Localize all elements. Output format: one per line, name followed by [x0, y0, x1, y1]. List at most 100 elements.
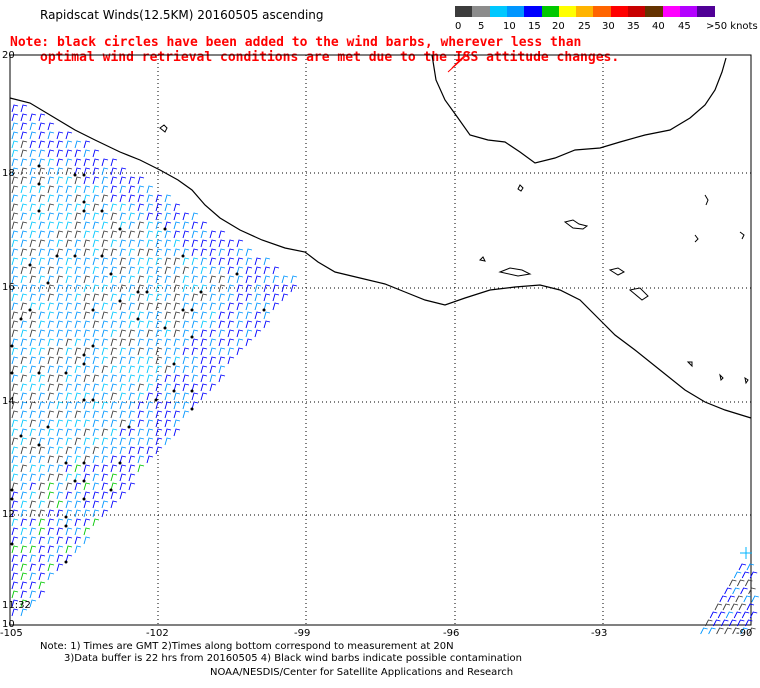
legend-swatch [489, 6, 508, 17]
wind-barb [56, 545, 64, 554]
wind-barb [164, 365, 172, 374]
wind-barb [47, 365, 55, 374]
wind-barb [20, 563, 28, 572]
wind-barb [74, 239, 82, 248]
wind-barb [11, 455, 19, 464]
wind-barb [56, 275, 64, 284]
wind-barb [29, 221, 37, 230]
wind-barb [218, 230, 226, 239]
wind-barb [11, 527, 19, 536]
wind-barb [200, 248, 208, 257]
wind-barb [38, 581, 46, 590]
wind-barb [83, 464, 91, 473]
wind-barb [101, 455, 109, 464]
wind-barb [56, 491, 64, 500]
wind-barb [56, 419, 64, 428]
wind-barb [47, 482, 55, 491]
wind-barb [236, 347, 244, 356]
wind-barb [74, 158, 82, 167]
wind-barb [20, 401, 28, 410]
wind-barb [38, 563, 46, 572]
wind-barb [110, 221, 118, 230]
wind-barb [38, 392, 46, 401]
wind-barb [101, 473, 109, 482]
wind-barb [83, 437, 91, 446]
legend-label: 45 [678, 21, 691, 32]
wind-barb [146, 320, 154, 329]
wind-barb [245, 338, 253, 347]
wind-barb [38, 122, 46, 131]
wind-barb [191, 365, 199, 374]
wind-barb [83, 455, 91, 464]
wind-barb [83, 149, 91, 158]
wind-barb [155, 437, 163, 446]
wind-barb [110, 248, 118, 257]
wind-barb [83, 167, 91, 176]
wind-barb [29, 581, 37, 590]
wind-barb [29, 374, 37, 383]
wind-barb [92, 518, 100, 527]
wind-barb [65, 392, 73, 401]
wind-barb [182, 356, 190, 365]
wind-barb [700, 627, 708, 635]
wind-barb [38, 266, 46, 275]
wind-barb [74, 545, 82, 554]
wind-barb [74, 527, 82, 536]
wind-barb [83, 383, 91, 392]
wind-barb [11, 581, 19, 590]
wind-barb [119, 248, 127, 257]
wind-barb [110, 491, 118, 500]
wind-barb [74, 275, 82, 284]
wind-barb [74, 329, 82, 338]
contamination-dot [82, 461, 86, 465]
wind-barb [92, 149, 100, 158]
wind-barb [263, 257, 271, 266]
wind-barb [47, 230, 55, 239]
wind-barb [20, 167, 28, 176]
wind-barb [56, 284, 64, 293]
wind-barb [47, 356, 55, 365]
wind-barb [164, 320, 172, 329]
wind-barb [200, 347, 208, 356]
wind-barb [83, 194, 91, 203]
wind-barb [83, 311, 91, 320]
wind-barb [65, 239, 73, 248]
wind-barb [20, 509, 28, 518]
wind-barb [38, 284, 46, 293]
wind-barb [137, 464, 145, 473]
contamination-dot [10, 497, 14, 501]
wind-barb [74, 185, 82, 194]
wind-barb [11, 608, 19, 617]
wind-barb [254, 293, 262, 302]
wind-barb [727, 595, 735, 603]
wind-barb [74, 284, 82, 293]
wind-barb [74, 446, 82, 455]
wind-barb [119, 275, 127, 284]
wind-barb [11, 365, 19, 374]
wind-barb [38, 167, 46, 176]
wind-barb [65, 500, 73, 509]
wind-barb [137, 446, 145, 455]
wind-barb [200, 392, 208, 401]
wind-barb [110, 428, 118, 437]
wind-barb [191, 230, 199, 239]
wind-barb [101, 275, 109, 284]
wind-barb [65, 491, 73, 500]
wind-barb [11, 212, 19, 221]
wind-barb [110, 410, 118, 419]
wind-barb [128, 212, 136, 221]
wind-barb [155, 293, 163, 302]
wind-barb [38, 437, 46, 446]
wind-barb [101, 464, 109, 473]
wind-barb [743, 595, 751, 603]
wind-barb [65, 329, 73, 338]
lon-label-90: -90 [736, 628, 753, 639]
wind-barb [47, 212, 55, 221]
wind-barb [92, 356, 100, 365]
wind-barb [101, 446, 109, 455]
wind-barb [236, 329, 244, 338]
wind-barb [65, 230, 73, 239]
wind-barb [164, 212, 172, 221]
wind-barb [200, 257, 208, 266]
wind-barb [74, 293, 82, 302]
